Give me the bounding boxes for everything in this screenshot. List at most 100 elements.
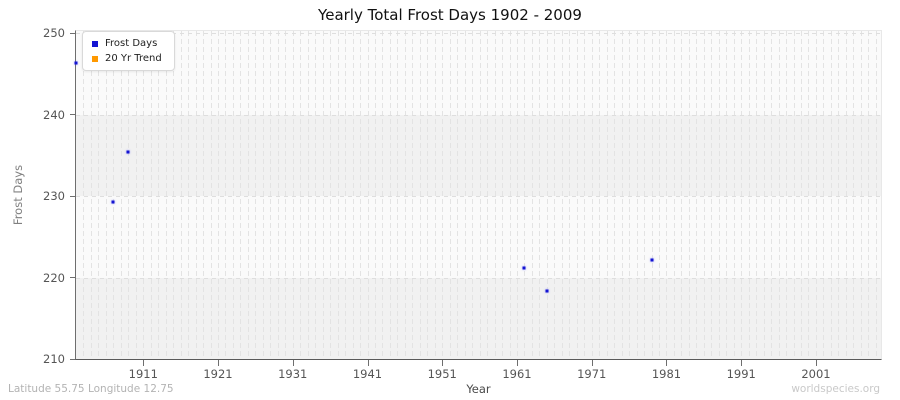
year-gridline (457, 31, 459, 359)
year-gridline (307, 31, 309, 359)
legend-entry-20yr-trend: 20 Yr Trend (92, 53, 162, 64)
year-gridline (158, 31, 160, 359)
year-gridline (718, 31, 720, 359)
year-gridline (666, 31, 668, 359)
year-gridline (292, 31, 294, 359)
year-gridline (374, 31, 376, 359)
year-gridline (83, 31, 85, 359)
year-gridline (382, 31, 384, 359)
year-gridline (651, 31, 653, 359)
x-tick (143, 360, 145, 366)
y-tick-label: 220 (43, 270, 65, 285)
year-gridline (120, 31, 122, 359)
year-gridline (135, 31, 137, 359)
year-gridline (845, 31, 847, 359)
year-gridline (703, 31, 705, 359)
frost-days-swatch-icon (92, 40, 98, 47)
year-gridline (659, 31, 660, 359)
year-gridline (464, 31, 466, 359)
year-gridline (434, 31, 436, 359)
year-gridline (487, 31, 489, 359)
data-point (74, 61, 78, 65)
year-gridline (539, 31, 541, 359)
x-tick-label: 1951 (427, 367, 457, 381)
year-gridline (711, 31, 713, 359)
year-gridline (763, 31, 765, 359)
year-gridline (98, 31, 100, 359)
year-gridline (472, 31, 474, 359)
x-tick-label: 1941 (352, 367, 383, 381)
frost-gridline (76, 114, 881, 116)
year-gridline (531, 31, 533, 359)
year-gridline (546, 31, 548, 359)
trend-swatch-icon (92, 55, 98, 62)
year-gridline (442, 31, 444, 359)
x-tick-label: 2001 (801, 367, 831, 381)
year-gridline (554, 31, 556, 359)
year-gridline (830, 31, 832, 359)
year-gridline (479, 31, 481, 359)
year-gridline (330, 31, 332, 359)
year-gridline (614, 31, 616, 359)
year-gridline (606, 31, 608, 359)
x-tick (218, 360, 219, 366)
year-gridline (345, 31, 347, 359)
year-gridline (360, 31, 362, 359)
x-tick (741, 360, 743, 366)
year-gridline (412, 31, 414, 359)
watermark: worldspecies.org (791, 383, 880, 395)
year-gridline (180, 31, 182, 359)
legend: Frost Days 20 Yr Trend (82, 31, 175, 71)
x-axis-label: Year (466, 382, 491, 396)
year-gridline (778, 31, 780, 359)
year-gridline (322, 31, 324, 359)
year-gridline (786, 31, 788, 359)
year-gridline (397, 31, 399, 359)
year-gridline (262, 31, 264, 359)
year-gridline (823, 31, 825, 359)
year-gridline (629, 31, 631, 359)
shaded-band (76, 114, 881, 197)
y-axis-label: Frost Days (11, 164, 25, 226)
year-gridline (105, 31, 107, 359)
year-gridline (315, 31, 317, 359)
year-gridline (726, 31, 728, 359)
year-gridline (232, 31, 234, 359)
x-tick-label: 1991 (726, 367, 756, 381)
year-gridline (285, 31, 287, 359)
year-gridline (621, 31, 623, 359)
year-gridline (868, 31, 870, 359)
data-point (111, 200, 115, 204)
year-gridline (748, 31, 750, 359)
year-gridline (644, 31, 646, 359)
x-tick (292, 360, 294, 366)
year-gridline (599, 31, 601, 359)
year-gridline (576, 31, 578, 359)
x-tick-label: 1911 (128, 367, 158, 381)
frost-gridline (76, 196, 881, 198)
year-gridline (584, 31, 586, 359)
x-tick (815, 360, 817, 366)
year-gridline (524, 31, 526, 359)
year-gridline (367, 31, 369, 359)
y-tick (70, 114, 75, 116)
year-gridline (801, 31, 803, 359)
year-gridline (210, 31, 212, 359)
y-tick-label: 240 (43, 107, 65, 122)
year-gridline (688, 31, 690, 359)
y-tick (70, 358, 75, 360)
year-gridline (516, 31, 518, 359)
year-gridline (218, 31, 219, 359)
year-gridline (860, 31, 862, 359)
year-gridline (389, 31, 391, 359)
x-tick (367, 360, 369, 366)
year-gridline (733, 31, 735, 359)
year-gridline (509, 31, 511, 359)
plot-area: 1911 1921 1931 1941 1951 1961 1971 1981 1991 2001… (43, 26, 882, 381)
data-point (126, 150, 130, 154)
year-gridline (195, 31, 197, 359)
legend-label: 20 Yr Trend (105, 53, 162, 64)
year-gridline (808, 31, 810, 359)
year-gridline (673, 31, 675, 359)
legend-entry-frost-days: Frost Days (92, 38, 162, 49)
